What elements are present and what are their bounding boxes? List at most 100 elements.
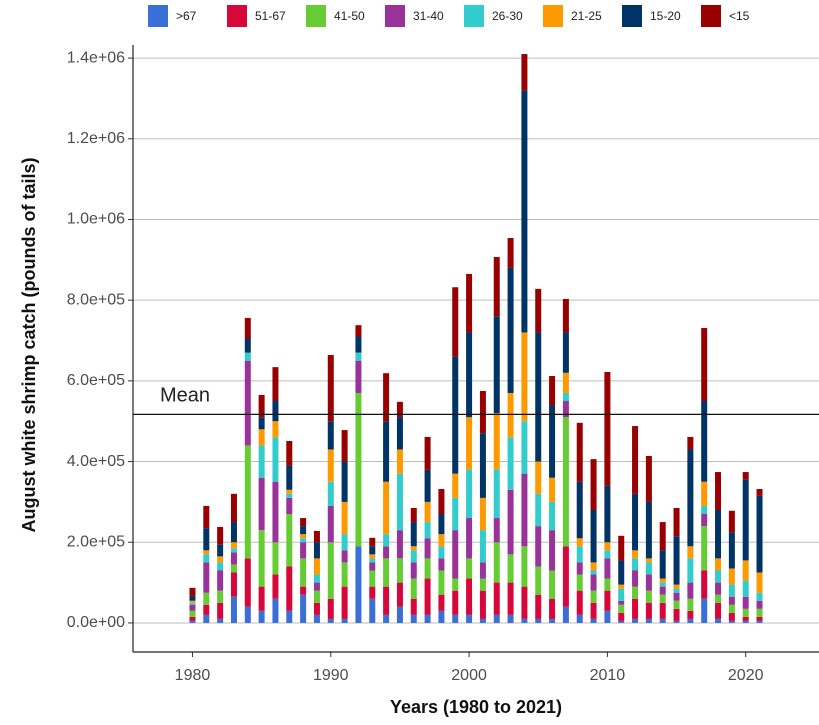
bar-segment [562, 372, 569, 393]
bar-segment [383, 534, 390, 547]
bar-segment [521, 332, 528, 422]
bar-segment [562, 392, 569, 402]
bar-segment [549, 405, 556, 478]
bar-segment [230, 522, 237, 543]
bar-segment [286, 465, 293, 490]
bar-segment [618, 612, 625, 621]
bar-segment [189, 602, 196, 605]
bar-segment [396, 449, 403, 474]
bar-segment [369, 598, 376, 623]
bar-segment [618, 604, 625, 613]
bar-segment [618, 560, 625, 585]
bar-segment [424, 501, 431, 523]
bar-segment [452, 614, 459, 623]
bar-segment [452, 356, 459, 474]
bar-segment [673, 608, 680, 621]
bar-segment [286, 514, 293, 567]
x-tick-label: 2000 [451, 667, 487, 684]
bar-segment [272, 421, 279, 438]
bar-segment [396, 401, 403, 418]
bar-segment [493, 256, 500, 317]
bar-segment [715, 570, 722, 583]
bar-segment [590, 459, 597, 510]
x-axis-title: Years (1980 to 2021) [390, 697, 562, 717]
bar-segment [590, 562, 597, 571]
bar-segment [272, 367, 279, 402]
bar-segment [217, 570, 224, 591]
bar-segment [590, 618, 597, 623]
legend-label: 31-40 [413, 9, 444, 23]
bar-segment [300, 586, 307, 595]
bar-segment [424, 538, 431, 559]
bar-segment [466, 469, 473, 519]
bar-segment [604, 371, 611, 486]
bar-segment [466, 614, 473, 623]
bar-segment [645, 501, 652, 559]
bar-segment [493, 518, 500, 543]
bar-segment [632, 493, 639, 551]
bar-segment [645, 602, 652, 619]
bar-segment [383, 558, 390, 587]
bar-segment [632, 426, 639, 494]
bar-segment [341, 461, 348, 502]
bar-segment [479, 578, 486, 591]
bar-segment [230, 564, 237, 573]
bar-segment [286, 440, 293, 466]
bar-segment [424, 436, 431, 470]
bar-segment [300, 526, 307, 535]
legend-label: <15 [729, 9, 750, 23]
legend-swatch [701, 5, 721, 27]
bar-segment [424, 522, 431, 539]
bar-segment [272, 542, 279, 575]
bar-segment [687, 546, 694, 559]
bar-segment [549, 618, 556, 623]
bar-segment [438, 594, 445, 611]
bar-segment [341, 501, 348, 535]
legend-swatch [148, 5, 168, 27]
bar-segment [452, 473, 459, 498]
bar-segment [230, 572, 237, 597]
bar-segment [756, 488, 763, 496]
bar-segment [715, 594, 722, 603]
bar-segment [535, 526, 542, 567]
bar-segment [549, 570, 556, 599]
bar-segment [466, 417, 473, 470]
bar-segment [535, 566, 542, 595]
bar-segment [369, 546, 376, 555]
legend-label: >67 [176, 9, 197, 23]
bar-segment [438, 514, 445, 535]
bar-segment [327, 598, 334, 619]
bar-segment [313, 542, 320, 559]
bar-segment [452, 287, 459, 357]
bar-segment [327, 618, 334, 623]
bar-segment [244, 338, 251, 353]
bar-segment [715, 618, 722, 623]
bar-segment [369, 586, 376, 599]
bar-segment [687, 610, 694, 619]
bar-segment [230, 548, 237, 553]
bar-segment [203, 528, 210, 551]
bar-segment [466, 518, 473, 559]
bar-segment [244, 606, 251, 623]
bar-segment [507, 392, 514, 438]
bar-segment [576, 546, 583, 563]
bar-segment [493, 582, 500, 615]
bar-segment [632, 550, 639, 559]
bar-segment [452, 590, 459, 615]
bar-segment [701, 401, 708, 482]
bar-segment [410, 507, 417, 523]
y-axis-title: August white shrimp catch (pounds of tai… [19, 157, 39, 532]
bar-segment [715, 558, 722, 571]
bar-segment [728, 532, 735, 569]
bar-segment [521, 546, 528, 587]
bar-segment [355, 352, 362, 361]
bar-segment [632, 598, 639, 619]
bar-segment [742, 620, 749, 623]
bar-segment [535, 461, 542, 494]
bar-segment [756, 616, 763, 621]
legend-label: 51-67 [255, 9, 286, 23]
bar-segment [521, 90, 528, 333]
bar-segment [300, 538, 307, 543]
bar-segment [618, 584, 625, 589]
